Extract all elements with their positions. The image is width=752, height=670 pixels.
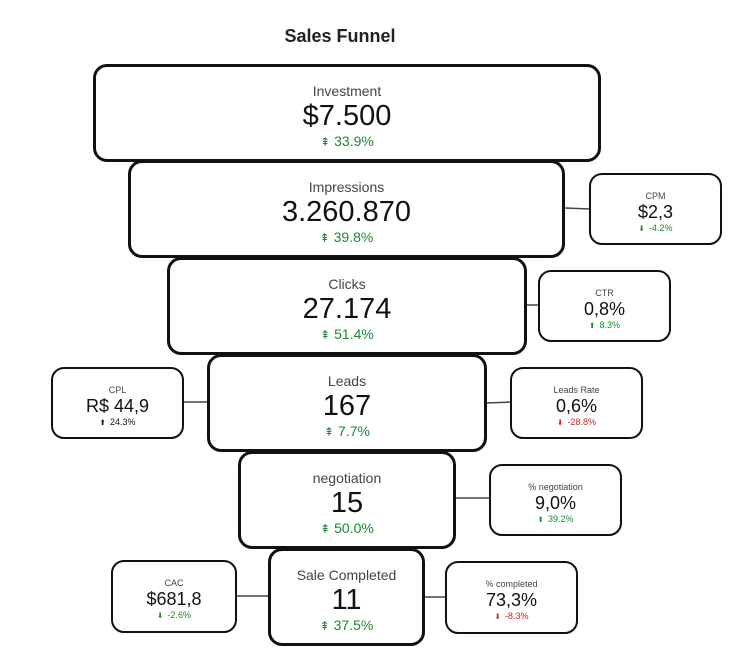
metric-ctr: CTR 0,8% ⬆ 8.3% xyxy=(538,270,671,342)
arrow-up-icon: ⬆ xyxy=(589,321,596,330)
stage-impressions: Impressions 3.260.870 ⇞ 39.8% xyxy=(128,160,565,258)
metric-value: $681,8 xyxy=(146,589,202,609)
stage-label: Investment xyxy=(312,83,382,99)
arrow-up-icon: ⇞ xyxy=(319,231,330,245)
stage-label: Leads xyxy=(327,373,367,389)
stage-label: Clicks xyxy=(328,276,366,292)
metric-leads-rate: Leads Rate 0,6% ⬇ -28.8% xyxy=(510,367,643,439)
stage-value: 27.174 xyxy=(302,293,392,325)
metric-value: 0,8% xyxy=(583,299,626,319)
metric-label: CPM xyxy=(645,191,666,201)
stage-label: Sale Completed xyxy=(296,567,397,583)
metric-value: 73,3% xyxy=(485,590,538,610)
metric-change: ⬇ -2.6% xyxy=(157,610,191,620)
stage-change: ⇞ 39.8% xyxy=(319,229,374,245)
connector-cpm xyxy=(564,207,591,210)
metric-cpm: CPM $2,3 ⬇ -4.2% xyxy=(589,173,722,245)
metric-label: % completed xyxy=(485,579,538,589)
stage-change: ⇞ 51.4% xyxy=(320,326,374,342)
metric-cac: CAC $681,8 ⬇ -2.6% xyxy=(111,560,237,633)
arrow-up-icon: ⬆ xyxy=(99,418,106,427)
arrow-up-icon: ⇞ xyxy=(319,619,330,633)
stage-value: 15 xyxy=(330,487,364,519)
arrow-up-icon: ⇞ xyxy=(324,425,335,439)
arrow-down-icon: ⬇ xyxy=(638,224,645,233)
metric-change: ⬆ 24.3% xyxy=(99,417,136,427)
arrow-up-icon: ⬆ xyxy=(537,515,544,524)
stage-value: 3.260.870 xyxy=(281,196,411,228)
metric-cpl: CPL R$ 44,9 ⬆ 24.3% xyxy=(51,367,184,439)
arrow-up-icon: ⇞ xyxy=(320,328,331,342)
metric-value: $2,3 xyxy=(637,202,674,222)
stage-negotiation: negotiation 15 ⇞ 50.0% xyxy=(238,451,456,549)
stage-change: ⇞ 7.7% xyxy=(324,423,370,439)
stage-value: 11 xyxy=(331,584,362,616)
metric-label: CAC xyxy=(164,578,184,588)
page-title: Sales Funnel xyxy=(284,26,396,46)
stage-change: ⇞ 37.5% xyxy=(319,617,374,633)
stage-change: ⇞ 33.9% xyxy=(320,133,374,149)
stage-change: ⇞ 50.0% xyxy=(320,520,374,536)
stage-sale-completed: Sale Completed 11 ⇞ 37.5% xyxy=(268,548,425,646)
metric-change: ⬇ -28.8% xyxy=(557,417,596,427)
metric-label: % negotiation xyxy=(528,482,583,492)
arrow-down-icon: ⬇ xyxy=(557,418,564,427)
metric-change: ⬇ -8.3% xyxy=(494,611,529,621)
arrow-down-icon: ⬇ xyxy=(494,612,501,621)
metric-label: CTR xyxy=(595,288,614,298)
metric-value: 0,6% xyxy=(555,396,598,416)
stage-clicks: Clicks 27.174 ⇞ 51.4% xyxy=(167,257,527,355)
stage-label: negotiation xyxy=(312,470,382,486)
metric-value: 9,0% xyxy=(534,493,577,513)
metric-pct-completed: % completed 73,3% ⬇ -8.3% xyxy=(445,561,578,634)
metric-change: ⬇ -4.2% xyxy=(638,223,673,233)
metric-change: ⬆ 8.3% xyxy=(589,320,620,330)
metric-label: Leads Rate xyxy=(553,385,600,395)
stage-value: 167 xyxy=(322,390,372,422)
arrow-down-icon: ⬇ xyxy=(157,611,164,620)
metric-pct-negotiation: % negotiation 9,0% ⬆ 39.2% xyxy=(489,464,622,536)
metric-label: CPL xyxy=(108,385,127,395)
stage-investment: Investment $7.500 ⇞ 33.9% xyxy=(93,64,601,162)
stage-value: $7.500 xyxy=(302,100,392,132)
metric-change: ⬆ 39.2% xyxy=(537,514,574,524)
connector-leads-rate xyxy=(486,401,512,404)
metric-value: R$ 44,9 xyxy=(85,396,150,416)
stage-leads: Leads 167 ⇞ 7.7% xyxy=(207,354,487,452)
arrow-up-icon: ⇞ xyxy=(320,522,331,536)
stage-label: Impressions xyxy=(308,179,385,195)
arrow-up-icon: ⇞ xyxy=(320,135,331,149)
